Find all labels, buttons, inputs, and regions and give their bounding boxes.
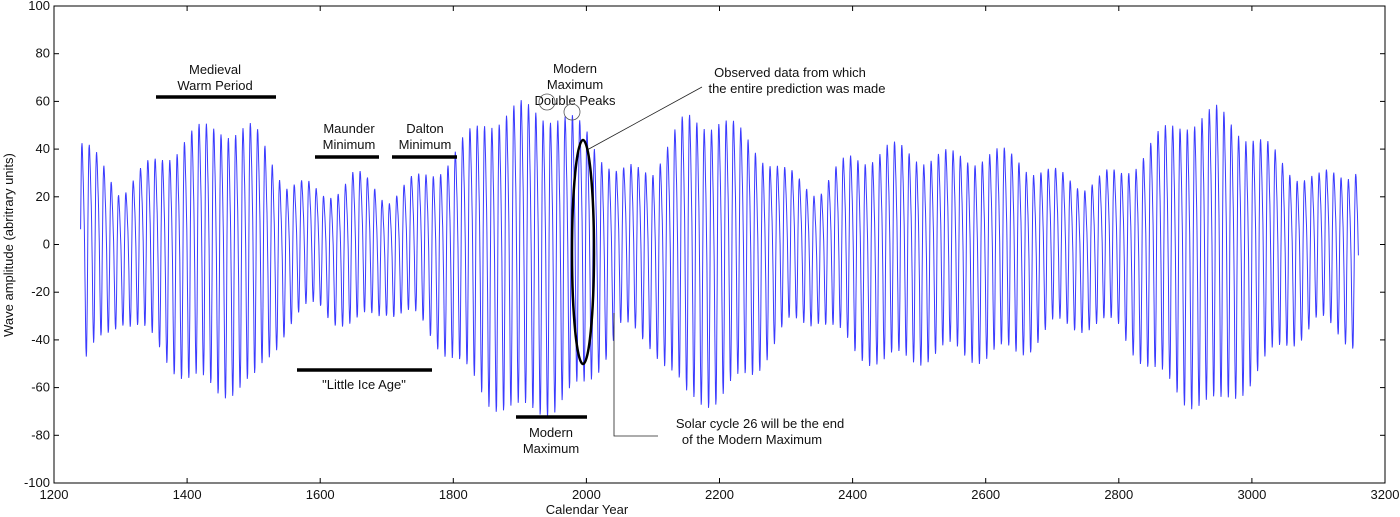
x-tick-label: 1600 xyxy=(306,487,335,502)
x-tick-label: 1200 xyxy=(40,487,69,502)
x-tick-label: 2600 xyxy=(971,487,1000,502)
x-tick-label: 2000 xyxy=(572,487,601,502)
y-tick-label: -20 xyxy=(31,284,50,299)
double-peak-circle-2 xyxy=(563,103,581,121)
double-peak-circle-1 xyxy=(538,93,556,111)
x-tick-label: 2200 xyxy=(705,487,734,502)
solar-cycle-label-1: Solar cycle 26 will be the end xyxy=(676,416,844,431)
medieval-label-2: Warm Period xyxy=(177,78,252,93)
maunder-label-2: Minimum xyxy=(323,137,376,152)
y-tick-label: 100 xyxy=(28,0,50,13)
observed-label-1: Observed data from which xyxy=(714,65,866,80)
dalton-label-2: Minimum xyxy=(399,137,452,152)
modern-double-label-2: Maximum xyxy=(547,77,603,92)
y-tick-label: -40 xyxy=(31,332,50,347)
y-tick-label: -60 xyxy=(31,380,50,395)
observed-pointer-line xyxy=(586,86,703,151)
x-tick-label: 2800 xyxy=(1104,487,1133,502)
y-tick-label: 60 xyxy=(36,93,50,108)
modern-max-label-1: Modern xyxy=(529,425,573,440)
x-tick-label: 1400 xyxy=(173,487,202,502)
y-tick-label: 0 xyxy=(43,237,50,252)
x-tick-label: 1800 xyxy=(439,487,468,502)
observed-label-2: the entire prediction was made xyxy=(708,81,885,96)
x-tick-label: 3200 xyxy=(1371,487,1400,502)
x-tick-label: 2400 xyxy=(838,487,867,502)
y-tick-label: -100 xyxy=(24,475,50,490)
solar-cycle-label-2: of the Modern Maximum xyxy=(682,432,822,447)
solar-cycle-pointer-line xyxy=(613,313,658,437)
x-axis-label: Calendar Year xyxy=(546,502,629,517)
modern-max-label-2: Maximum xyxy=(523,441,579,456)
y-axis-label: Wave amplitude (abritrary units) xyxy=(1,153,16,337)
series-line xyxy=(80,100,1359,418)
little-ice-age-label: "Little Ice Age" xyxy=(322,377,406,392)
modern-double-label-1: Modern xyxy=(553,61,597,76)
plot-area xyxy=(53,5,1386,484)
y-tick-label: -80 xyxy=(31,427,50,442)
medieval-label-1: Medieval xyxy=(189,62,241,77)
maunder-label-1: Maunder xyxy=(323,121,375,136)
annotations: Medieval Warm Period Maunder Minimum Dal… xyxy=(156,61,886,456)
dalton-label-1: Dalton xyxy=(406,121,444,136)
x-tick-label: 3000 xyxy=(1237,487,1266,502)
y-tick-label: 20 xyxy=(36,189,50,204)
y-tick-label: 80 xyxy=(36,46,50,61)
y-tick-label: 40 xyxy=(36,141,50,156)
modern-double-label-3: Double Peaks xyxy=(535,93,616,108)
observed-data-ellipse xyxy=(570,138,596,366)
